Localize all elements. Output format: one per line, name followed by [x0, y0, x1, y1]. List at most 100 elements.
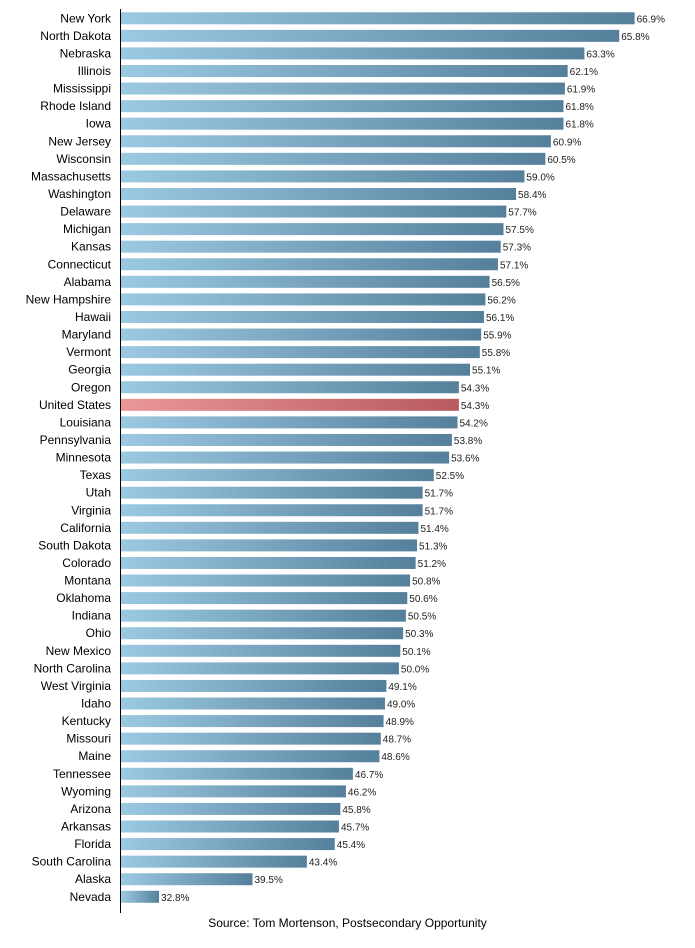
bar: [121, 679, 387, 692]
value-label: 57.5%: [506, 225, 534, 236]
value-label: 48.9%: [386, 717, 414, 728]
bar: [121, 732, 381, 745]
category-label: Nebraska: [60, 46, 112, 60]
value-label: 54.3%: [461, 383, 489, 394]
bar: [121, 433, 452, 446]
bar: [121, 152, 546, 165]
bar: [121, 416, 458, 429]
value-label: 55.1%: [472, 366, 500, 377]
bar: [121, 117, 564, 130]
category-label: Rhode Island: [40, 99, 111, 113]
bar: [121, 697, 385, 710]
bar: [121, 556, 416, 569]
value-label: 56.2%: [487, 295, 515, 306]
category-label: South Carolina: [32, 855, 112, 869]
category-label: Maryland: [62, 328, 111, 342]
category-label: Texas: [80, 468, 111, 482]
bar: [121, 486, 423, 499]
bar: [121, 820, 339, 833]
bar: [121, 258, 498, 271]
bar: [121, 29, 620, 42]
value-label: 57.1%: [500, 260, 528, 271]
bar: [121, 767, 353, 780]
bar: [121, 240, 501, 253]
value-label: 57.3%: [503, 243, 531, 254]
bar: [121, 187, 517, 200]
category-label: Mississippi: [53, 82, 111, 96]
category-label: Iowa: [86, 117, 112, 131]
bar: [121, 521, 419, 534]
bar: [121, 135, 551, 148]
category-label: Oregon: [71, 380, 111, 394]
category-label: West Virginia: [41, 679, 112, 693]
bar: [121, 100, 564, 113]
bar: [121, 363, 471, 376]
category-label: Massachusetts: [31, 169, 111, 183]
value-label: 46.2%: [348, 787, 376, 798]
category-label: Connecticut: [48, 257, 112, 271]
category-label: North Carolina: [34, 661, 112, 675]
category-label: Montana: [64, 574, 111, 588]
category-label: New Jersey: [48, 134, 111, 148]
value-label: 51.7%: [425, 489, 453, 500]
value-label: 59.0%: [526, 172, 554, 183]
bar: [121, 205, 507, 218]
value-label: 55.9%: [483, 331, 511, 342]
bar: [121, 802, 341, 815]
value-label: 63.3%: [586, 49, 614, 60]
category-label: Missouri: [66, 732, 111, 746]
value-label: 61.8%: [565, 102, 593, 113]
category-label: Utah: [86, 486, 111, 500]
value-label: 51.3%: [419, 541, 447, 552]
value-label: 66.9%: [637, 14, 665, 25]
bar: [121, 65, 568, 77]
category-label: Louisiana: [60, 415, 112, 429]
category-label: Pennsylvania: [40, 433, 112, 447]
category-label: Arkansas: [61, 820, 111, 834]
value-label: 45.7%: [341, 823, 369, 834]
category-label: Michigan: [63, 222, 111, 236]
value-label: 46.7%: [355, 770, 383, 781]
value-label: 50.1%: [402, 647, 430, 658]
value-label: 53.6%: [451, 454, 479, 465]
bar: [121, 223, 504, 236]
bar: [121, 12, 635, 25]
value-label: 61.9%: [567, 85, 595, 96]
value-label: 48.7%: [383, 735, 411, 746]
category-label: Tennessee: [53, 767, 111, 781]
bars-group: [121, 12, 635, 903]
value-label: 58.4%: [518, 190, 546, 201]
bar: [121, 785, 346, 798]
bar: [121, 82, 565, 95]
category-label: Kentucky: [62, 714, 111, 728]
value-label: 32.8%: [161, 893, 189, 904]
value-label: 56.1%: [486, 313, 514, 324]
bar: [121, 504, 423, 517]
bar: [121, 451, 450, 464]
bar: [121, 750, 380, 763]
category-label: Colorado: [62, 556, 111, 570]
category-label: Idaho: [81, 697, 111, 711]
value-label: 51.7%: [425, 506, 453, 517]
value-label: 39.5%: [254, 875, 282, 886]
value-label: 51.2%: [418, 559, 446, 570]
category-label: Alaska: [75, 872, 111, 886]
bar: [121, 47, 585, 60]
value-label: 53.8%: [454, 436, 482, 447]
bar: [121, 627, 404, 640]
bar: [121, 609, 406, 622]
value-label: 50.6%: [409, 594, 437, 605]
category-label: New Mexico: [46, 644, 112, 658]
bar: [121, 715, 384, 728]
source-note: Source: Tom Mortenson, Postsecondary Opp…: [208, 916, 487, 930]
value-label: 62.1%: [570, 67, 598, 78]
category-label: Washington: [48, 187, 111, 201]
bar: [121, 469, 434, 482]
category-label: Hawaii: [75, 310, 111, 324]
bar: [121, 644, 401, 657]
value-label: 55.8%: [482, 348, 510, 359]
category-label: Virginia: [71, 503, 111, 517]
value-label: 60.5%: [547, 155, 575, 166]
category-label: Oklahoma: [56, 591, 111, 605]
bar-highlight: [121, 398, 459, 411]
